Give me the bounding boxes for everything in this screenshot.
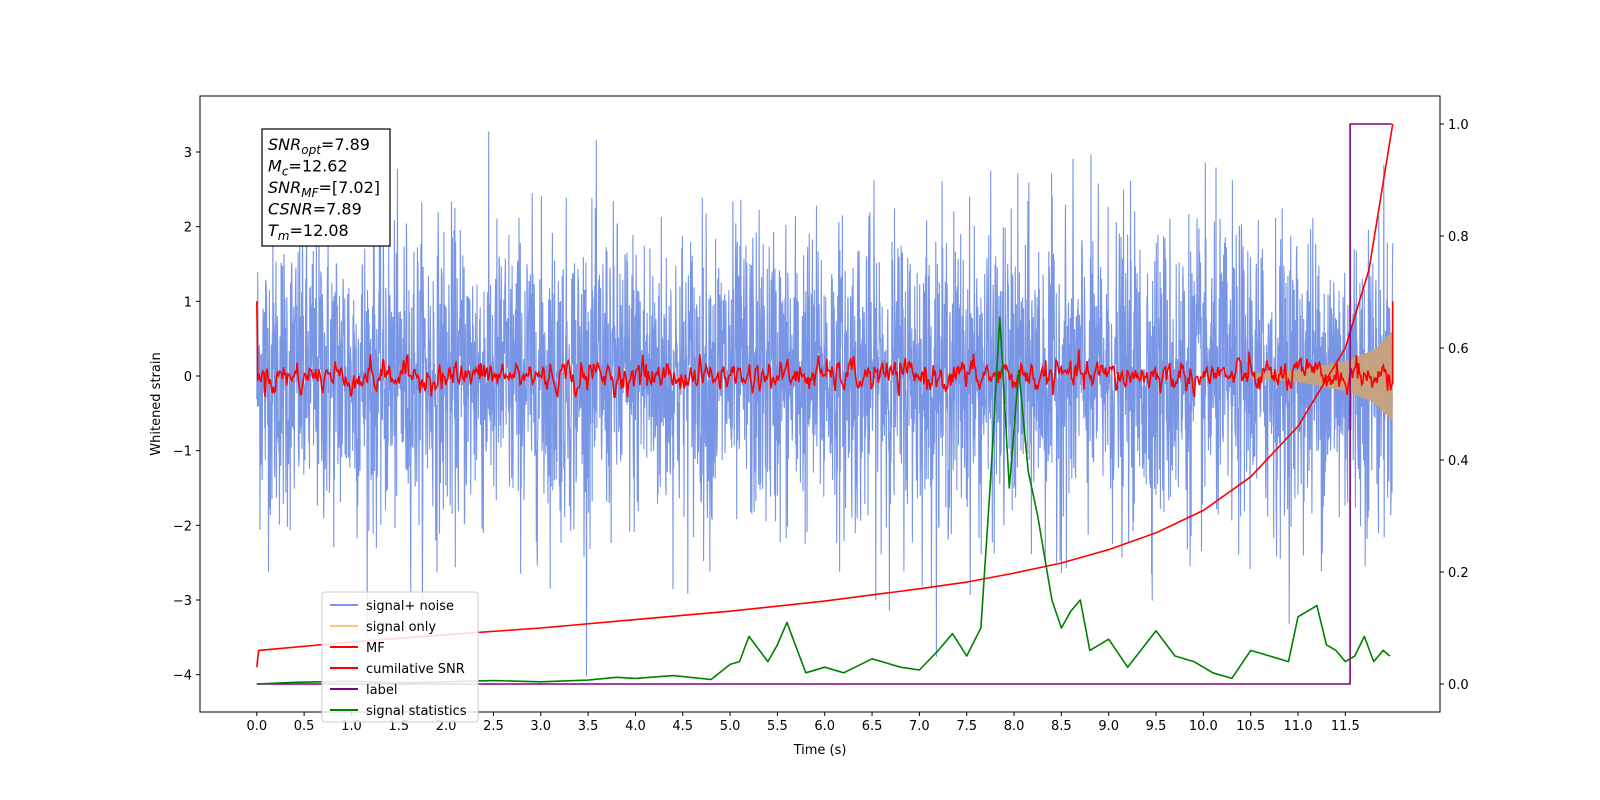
x-tick-label: 4.5 — [672, 719, 693, 734]
y-tick-label: 3 — [184, 146, 192, 161]
x-axis: 0.0 0.5 1.0 1.5 2.0 2.5 3.0 3.5 4.0 4.5 5.0 5.5 6.0 6… — [246, 712, 1360, 734]
x-tick-label: 1.0 — [341, 719, 362, 734]
series-signal-statistics — [256, 316, 1391, 685]
legend-frame — [321, 591, 479, 723]
x-axis-label: Time (s) — [793, 743, 847, 758]
y2-tick-label: 0.0 — [1448, 678, 1469, 693]
annotation-line: SNRopt=7.89 — [268, 135, 370, 157]
y2-tick-label: 0.2 — [1448, 566, 1469, 581]
y-tick-label: −4 — [173, 669, 192, 684]
y-axis-left: −4 −3 −2 −1 0 1 2 3 — [173, 146, 200, 684]
legend-label: MF — [366, 641, 385, 656]
y2-tick-label: 0.4 — [1448, 454, 1469, 469]
y2-tick-label: 0.8 — [1448, 230, 1469, 245]
x-tick-label: 8.0 — [1004, 719, 1025, 734]
y2-tick-label: 1.0 — [1448, 118, 1469, 133]
legend-label: label — [366, 683, 397, 698]
series-mf — [256, 301, 1394, 398]
x-tick-label: 4.0 — [625, 719, 646, 734]
x-tick-label: 6.5 — [862, 719, 883, 734]
x-tick-label: 2.0 — [436, 719, 457, 734]
x-tick-label: 0.5 — [294, 719, 315, 734]
x-tick-label: 7.0 — [909, 719, 930, 734]
x-tick-label: 3.0 — [530, 719, 551, 734]
annotation-line: Mc=12.62 — [268, 157, 348, 179]
y-axis-right: 0.0 0.2 0.4 0.6 0.8 1.0 — [1440, 118, 1469, 693]
plot-frame — [199, 95, 1441, 713]
x-tick-label: 11.5 — [1331, 719, 1360, 734]
y-axis-label: Whitened strain — [149, 352, 164, 455]
x-tick-label: 11.0 — [1284, 719, 1313, 734]
x-tick-label: 9.5 — [1146, 719, 1167, 734]
x-tick-label: 1.5 — [388, 719, 409, 734]
x-tick-label: 6.0 — [814, 719, 835, 734]
x-tick-label: 10.0 — [1189, 719, 1218, 734]
x-tick-label: 0.0 — [246, 719, 267, 734]
legend-label: signal statistics — [366, 704, 467, 719]
series-label — [256, 123, 1392, 685]
legend-label: cumilative SNR — [366, 662, 465, 677]
y-tick-label: −3 — [173, 594, 192, 609]
y-tick-label: 0 — [184, 370, 192, 385]
legend: signal+ noise signal only MF cumilative SNR… — [321, 591, 479, 723]
annotation-box: SNRopt=7.89Mc=12.62SNRMF=[7.02]CSNR=7.89… — [261, 128, 391, 247]
x-tick-label: 8.5 — [1051, 719, 1072, 734]
annotation-line: CSNR=7.89 — [268, 200, 362, 219]
x-tick-label: 2.5 — [483, 719, 504, 734]
legend-label: signal only — [366, 620, 436, 635]
annotation-line: Tm=12.08 — [268, 221, 349, 243]
y2-tick-label: 0.6 — [1448, 342, 1469, 357]
annotation-line: SNRMF=[7.02] — [268, 178, 380, 200]
x-tick-label: 10.5 — [1236, 719, 1265, 734]
x-tick-label: 3.5 — [578, 719, 599, 734]
y-tick-label: 1 — [184, 295, 192, 310]
legend-label: signal+ noise — [366, 599, 454, 614]
y-tick-label: −2 — [173, 519, 192, 534]
annotation-box-frame — [261, 128, 391, 247]
x-tick-label: 7.5 — [956, 719, 977, 734]
x-tick-label: 9.0 — [1098, 719, 1119, 734]
y-tick-label: −1 — [173, 445, 192, 460]
x-tick-label: 5.0 — [720, 719, 741, 734]
x-tick-label: 5.5 — [767, 719, 788, 734]
y-tick-label: 2 — [184, 221, 192, 236]
series-signal-noise — [256, 131, 1394, 677]
